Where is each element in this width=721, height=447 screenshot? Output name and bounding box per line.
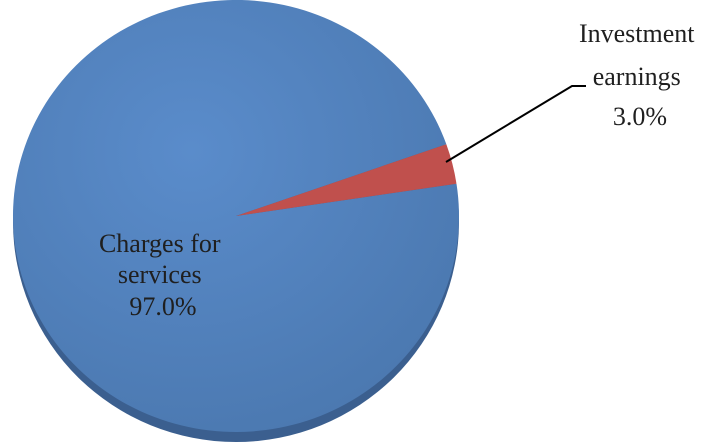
slice-label-investment-line1: Investment	[579, 19, 695, 48]
pie-slice-investment	[236, 144, 457, 216]
slice-label-services-line1: Charges for	[99, 229, 221, 258]
slice-label-investment-line2: earnings	[593, 62, 681, 91]
leader-line	[445, 85, 586, 163]
slice-value-services: 97.0%	[129, 292, 196, 321]
pie-slice-services	[13, 0, 459, 432]
pie-slices	[13, 0, 459, 432]
slice-value-investment: 3.0%	[613, 102, 667, 131]
slice-label-services: Charges for services 97.0%	[99, 229, 227, 321]
slice-label-services-line2: services	[118, 260, 202, 289]
slice-label-investment: Investment earnings 3.0%	[579, 19, 701, 131]
